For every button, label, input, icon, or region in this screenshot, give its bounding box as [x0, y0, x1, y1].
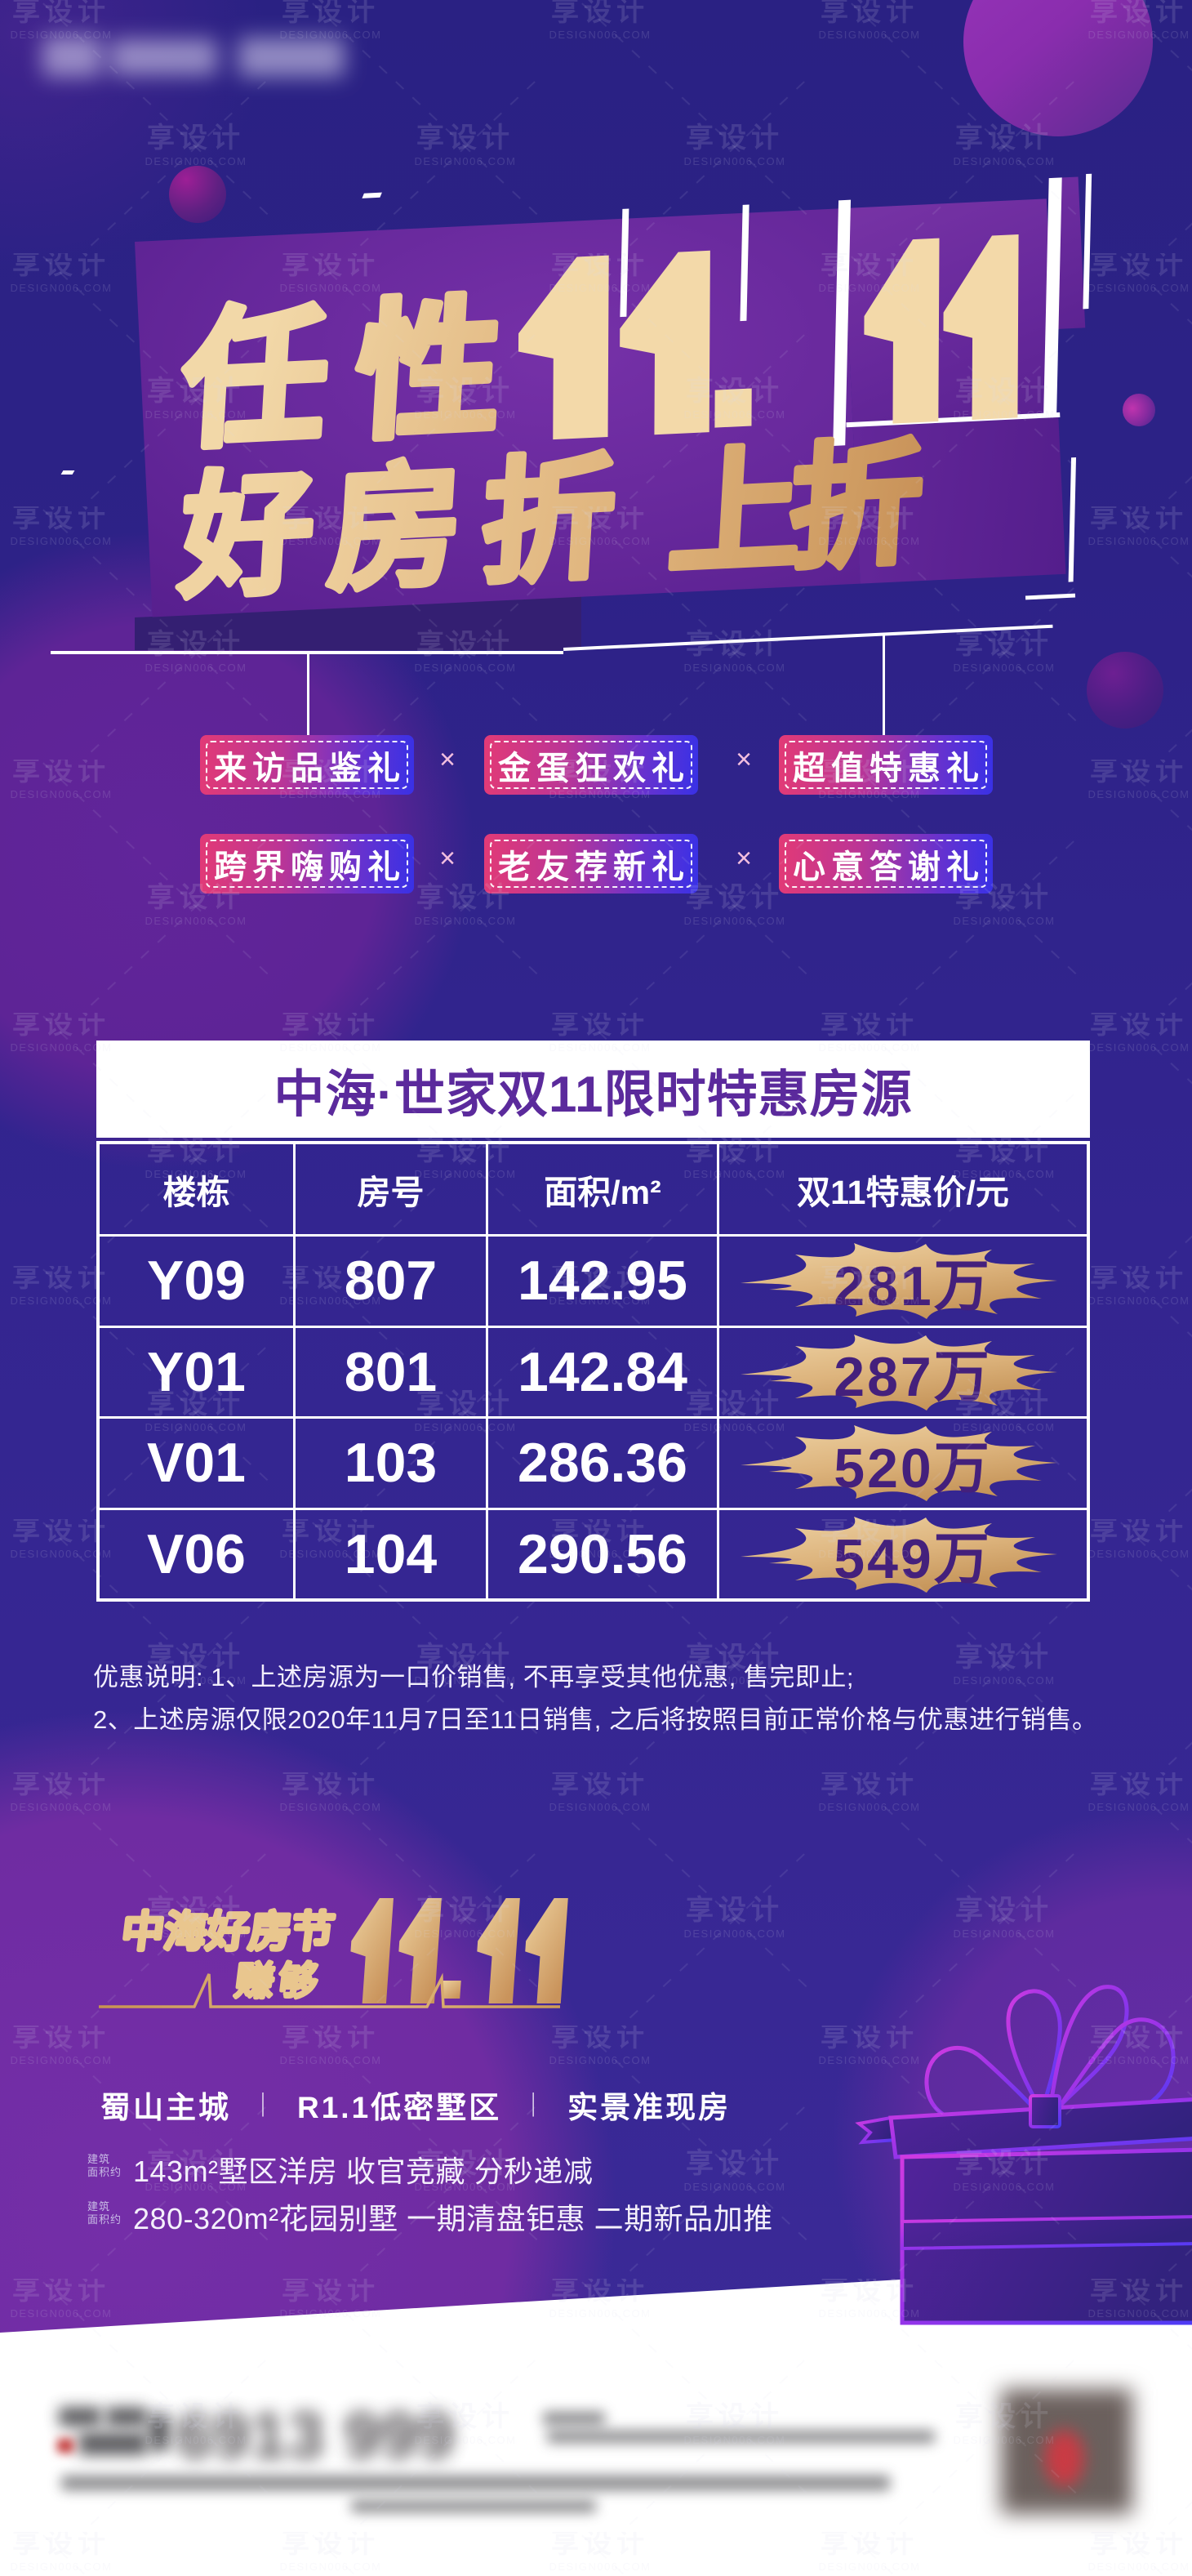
selling-point-3: 实景准现房	[567, 2091, 732, 2124]
separator-x-4: ×	[736, 843, 752, 874]
price-text: 520万	[834, 1437, 992, 1500]
separator-bar-2: ｜	[521, 2092, 549, 2119]
header-price: 双11特惠价/元	[797, 1174, 1009, 1211]
selling-point-2: R1.1低密墅区	[297, 2091, 502, 2124]
cell-price: 287万	[719, 1328, 1087, 1417]
feature-line-1: 143m²墅区洋房 收官竞藏 分秒递减	[133, 2155, 594, 2188]
blurred-text-bar	[61, 2476, 890, 2490]
slogan-underline	[99, 1972, 560, 2008]
separator-bar-1: ｜	[251, 2092, 278, 2119]
selling-point-1: 蜀山主城	[100, 2091, 231, 2124]
selling-points: 蜀山主城 ｜ R1.1低密墅区 ｜ 实景准现房	[100, 2083, 731, 2127]
slogan-text-layer: 中海好房节 赚够	[117, 1907, 339, 2005]
decor-circle-top-right	[963, 0, 1153, 136]
cell-price: 281万	[719, 1237, 1087, 1326]
decor-circle-small-2	[1123, 394, 1155, 426]
decor-circle-small-3	[1087, 652, 1163, 729]
gift-box-illustration	[855, 1985, 1192, 2325]
area-label-line-1: 建筑	[87, 2200, 111, 2213]
feature-line-2: 280-320m²花园别墅 一期清盘钜惠 二期新品加推	[133, 2202, 773, 2235]
area-label-line-2: 面积约	[87, 2166, 122, 2178]
blurred-text-bar	[149, 2413, 170, 2451]
blurred-text-bar	[547, 2431, 935, 2443]
price-burst: 520万	[739, 1422, 1059, 1504]
area-label-line-2: 面积约	[87, 2213, 122, 2226]
price-text: 287万	[834, 1346, 992, 1409]
footer-phone-blurred: 6913 999	[176, 2399, 456, 2471]
price-burst: 549万	[739, 1513, 1059, 1595]
footer-qr-red-dot	[1044, 2430, 1084, 2487]
connector-line-right	[883, 633, 885, 736]
area-label-2: 建筑 面积约	[87, 2200, 122, 2226]
price-burst: 287万	[739, 1331, 1059, 1413]
footer-red-mark	[57, 2439, 73, 2453]
gift-badge-6: 心意答谢礼	[779, 834, 993, 894]
separator-x-2: ×	[736, 744, 752, 775]
slogan-brand: 中海好房节	[119, 1909, 337, 1956]
cell-price: 549万	[719, 1510, 1087, 1599]
blurred-text-bar	[106, 2407, 147, 2427]
blurred-text-bar	[78, 2432, 147, 2455]
blurred-text-bar	[351, 2500, 596, 2512]
cell-price: 520万	[719, 1419, 1087, 1508]
gift-badge-3: 超值特惠礼	[779, 735, 993, 795]
blurred-text-bar	[543, 2412, 605, 2425]
blurred-text-bar	[59, 2407, 101, 2427]
area-label-line-1: 建筑	[87, 2153, 111, 2165]
price-text: 281万	[834, 1255, 992, 1317]
area-label-1: 建筑 面积约	[87, 2153, 122, 2179]
price-burst: 281万	[739, 1240, 1059, 1321]
price-text: 549万	[834, 1528, 992, 1591]
